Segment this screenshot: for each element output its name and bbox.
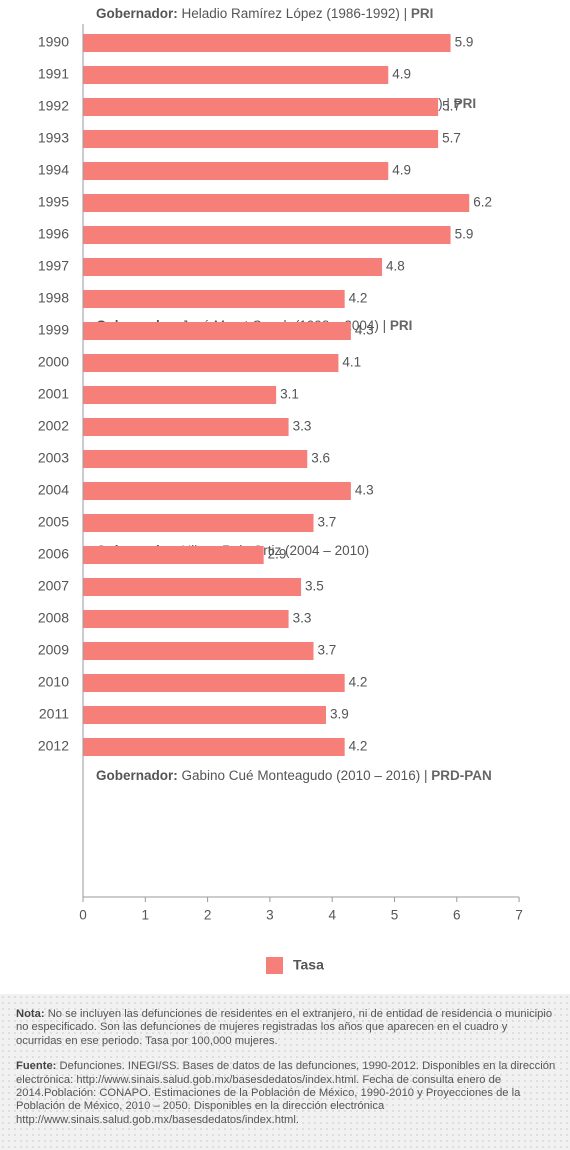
category-label: 1994: [38, 162, 69, 178]
data-label: 3.3: [293, 419, 312, 434]
legend-swatch: [266, 957, 283, 974]
category-label: 1998: [38, 290, 69, 306]
bar: [83, 482, 351, 500]
category-label: 2004: [38, 482, 69, 498]
x-tick-label: 0: [79, 908, 87, 923]
data-label: 3.6: [311, 451, 330, 466]
x-tick-label: 3: [266, 908, 274, 923]
category-label: 1997: [38, 258, 69, 274]
x-tick-label: 6: [453, 908, 461, 923]
x-tick-label: 5: [391, 908, 399, 923]
bar: [83, 290, 345, 308]
category-label: 1990: [38, 34, 69, 50]
data-label: 4.9: [392, 163, 411, 178]
category-label: 2002: [38, 418, 69, 434]
governor-party: PRI: [411, 6, 434, 21]
category-label: 1992: [38, 98, 69, 114]
source-text: Defunciones. INEGI/SS. Bases de datos de…: [16, 1060, 556, 1126]
data-label: 5.9: [455, 35, 474, 50]
data-label: 5.7: [442, 131, 461, 146]
bar: [83, 66, 389, 84]
data-label: 3.5: [305, 579, 324, 594]
category-label: 2001: [38, 386, 69, 402]
bar: [83, 674, 345, 692]
x-tick-label: 2: [204, 908, 212, 923]
category-label: 2008: [38, 610, 69, 626]
bar: [83, 322, 351, 340]
data-label: 5.7: [442, 99, 461, 114]
category-label: 2009: [38, 642, 69, 658]
bar-chart: Gobernador: Heladio Ramírez López (1986-…: [38, 6, 523, 974]
bar: [83, 258, 383, 276]
category-label: 2005: [38, 514, 69, 530]
data-label: 4.1: [342, 355, 361, 370]
bar: [83, 578, 302, 596]
category-label: 2000: [38, 354, 69, 370]
data-label: 4.9: [392, 67, 411, 82]
data-label: 3.1: [280, 387, 299, 402]
data-label: 4.8: [386, 259, 405, 274]
bar: [83, 450, 308, 468]
x-tick-label: 1: [142, 908, 150, 923]
data-label: 3.3: [293, 611, 312, 626]
bar: [83, 194, 470, 212]
category-label: 2003: [38, 450, 69, 466]
data-label: 3.9: [330, 707, 349, 722]
x-tick-label: 7: [515, 908, 523, 923]
x-tick-label: 4: [328, 908, 336, 923]
bar: [83, 226, 451, 244]
data-label: 3.7: [318, 643, 337, 658]
governor-header-prefix: Gobernador:: [96, 6, 182, 21]
notes-panel: Nota: No se incluyen las defunciones de …: [0, 994, 570, 1150]
governor-party: PRD-PAN: [431, 768, 492, 783]
data-label: 5.9: [455, 227, 474, 242]
bar: [83, 354, 339, 372]
note-paragraph: Nota: No se incluyen las defunciones de …: [16, 1008, 556, 1048]
source-label: Fuente:: [16, 1060, 57, 1073]
bar: [83, 130, 439, 148]
bar: [83, 162, 389, 180]
category-label: 2006: [38, 546, 69, 562]
bar: [83, 610, 289, 628]
data-label: 6.2: [473, 195, 492, 210]
data-label: 4.2: [349, 675, 368, 690]
source-paragraph: Fuente: Defunciones. INEGI/SS. Bases de …: [16, 1060, 556, 1127]
governor-name: Heladio Ramírez López (1986-1992) |: [182, 6, 411, 21]
category-label: 2010: [38, 674, 69, 690]
data-label: 4.2: [349, 291, 368, 306]
bar: [83, 418, 289, 436]
bar: [83, 706, 326, 724]
governor-party: PRI: [454, 96, 477, 111]
category-label: 1993: [38, 130, 69, 146]
bar: [83, 386, 277, 404]
bar: [83, 546, 264, 564]
data-label: 4.3: [355, 483, 374, 498]
bar: [83, 98, 439, 116]
governor-header: Gobernador: Heladio Ramírez López (1986-…: [96, 6, 433, 21]
bar: [83, 514, 314, 532]
category-label: 1991: [38, 66, 69, 82]
note-text: No se incluyen las defunciones de reside…: [16, 1008, 553, 1047]
governor-header-prefix: Gobernador:: [96, 768, 182, 783]
category-label: 2012: [38, 738, 69, 754]
category-label: 1999: [38, 322, 69, 338]
data-label: 4.2: [349, 739, 368, 754]
data-label: 4.3: [355, 323, 374, 338]
note-label: Nota:: [16, 1008, 45, 1020]
governor-header: Gobernador: Gabino Cué Monteagudo (2010 …: [96, 768, 492, 783]
category-label: 2011: [39, 706, 69, 722]
category-label: 1996: [38, 226, 69, 242]
bar: [83, 642, 314, 660]
data-label: 3.7: [318, 515, 337, 530]
legend-label: Tasa: [293, 957, 324, 973]
bar: [83, 738, 345, 756]
governor-party: PRI: [390, 318, 413, 333]
bar: [83, 34, 451, 52]
category-label: 2007: [38, 578, 69, 594]
category-label: 1995: [38, 194, 69, 210]
data-label: 2.9: [268, 547, 287, 562]
governor-name: Gabino Cué Monteagudo (2010 – 2016) |: [182, 768, 432, 783]
